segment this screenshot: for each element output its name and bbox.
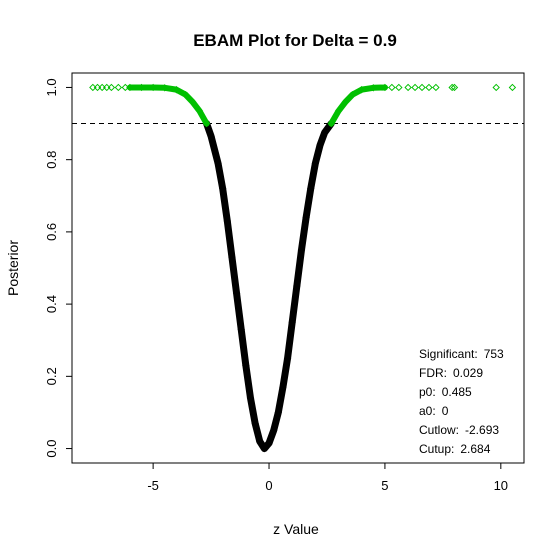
annotation-label: Significant: — [419, 347, 478, 361]
data-point — [320, 128, 329, 137]
posterior-curve — [126, 84, 388, 453]
data-point — [269, 426, 278, 435]
data-point — [450, 83, 459, 92]
y-axis: 0.0 0.2 0.4 0.6 0.8 1.0 — [44, 78, 72, 458]
data-point — [207, 132, 215, 140]
data-point — [316, 141, 324, 149]
data-point — [348, 90, 357, 99]
non-significant-band — [203, 120, 335, 453]
y-tick-label: 0.0 — [44, 440, 59, 458]
y-tick-label: 0.8 — [44, 151, 59, 169]
annotation-value: 0.029 — [453, 366, 483, 380]
data-point — [283, 354, 292, 362]
annotation-label: a0: — [419, 404, 436, 418]
data-point — [161, 84, 169, 92]
annotation-value: -2.693 — [465, 423, 499, 437]
annotation-value: 753 — [484, 347, 504, 361]
chart-title: EBAM Plot for Delta = 0.9 — [193, 31, 397, 50]
data-point — [242, 361, 250, 370]
data-point — [274, 408, 283, 417]
data-point — [425, 83, 433, 92]
annotation-value: 2.684 — [460, 442, 490, 456]
data-point — [302, 213, 310, 222]
data-point — [214, 159, 222, 167]
annotation-label: Cutup: — [419, 442, 454, 456]
data-point — [223, 217, 232, 225]
data-point — [149, 83, 157, 92]
annotation-line: p0: 0.485 — [419, 385, 472, 399]
x-axis-label: z Value — [273, 521, 319, 537]
data-point — [358, 85, 366, 94]
data-point — [327, 119, 335, 128]
data-point — [237, 325, 245, 334]
data-point — [137, 83, 146, 92]
significant-band-right — [328, 84, 388, 127]
y-axis-label: Posterior — [5, 240, 21, 296]
data-point — [341, 98, 350, 106]
data-point — [432, 83, 440, 92]
data-point — [126, 83, 134, 92]
data-point — [256, 437, 264, 446]
y-tick-label: 0.2 — [44, 367, 59, 385]
y-tick-label: 0.4 — [44, 295, 59, 313]
data-point — [218, 184, 227, 193]
data-point — [381, 83, 389, 92]
data-point — [107, 83, 116, 92]
data-point — [172, 85, 181, 94]
significant-band-left — [126, 84, 210, 127]
summary-annotations: Significant: 753 FDR: 0.029 p0: 0.485 a0: 0 Cutl… — [419, 347, 504, 456]
annotation-value: 0.485 — [442, 385, 472, 399]
x-tick-label: -5 — [147, 478, 159, 493]
annotation-value: 0 — [442, 404, 449, 418]
data-point — [293, 282, 301, 290]
x-tick-label: 0 — [265, 478, 272, 493]
x-tick-label: 5 — [381, 478, 388, 493]
annotation-label: Cutlow: — [419, 423, 459, 437]
annotation-label: FDR: — [419, 366, 447, 380]
data-point — [508, 83, 517, 92]
x-axis: -5 0 5 10 — [147, 463, 508, 493]
data-point — [418, 83, 426, 92]
data-point — [307, 184, 315, 193]
y-tick-label: 0.6 — [44, 223, 59, 241]
y-tick-label: 1.0 — [44, 78, 59, 96]
data-point — [395, 83, 403, 92]
data-point — [228, 253, 236, 261]
data-point — [369, 84, 378, 92]
data-point — [448, 83, 456, 92]
data-point — [411, 83, 419, 92]
x-tick-label: 10 — [494, 478, 508, 493]
data-point — [297, 246, 306, 254]
annotation-line: Significant: 753 — [419, 347, 504, 361]
annotation-line: Cutup: 2.684 — [419, 442, 491, 456]
annotation-line: Cutlow: -2.693 — [419, 423, 499, 437]
data-point — [202, 119, 211, 128]
data-point — [388, 83, 396, 92]
plot-border — [71, 72, 525, 464]
data-point — [265, 439, 273, 447]
data-point — [246, 394, 255, 402]
data-point — [260, 444, 269, 453]
data-point — [334, 107, 343, 115]
data-point — [114, 83, 123, 92]
annotation-line: FDR: 0.029 — [419, 366, 483, 380]
data-point — [195, 107, 204, 115]
data-point — [311, 159, 320, 167]
data-point — [181, 90, 190, 99]
data-point — [232, 289, 241, 297]
data-point — [492, 83, 500, 92]
posterior-points — [89, 83, 517, 453]
data-point — [251, 419, 259, 427]
annotation-line: a0: 0 — [419, 404, 449, 418]
data-point — [288, 318, 296, 326]
data-point — [279, 383, 287, 391]
annotation-label: p0: — [419, 385, 436, 399]
data-point — [404, 83, 412, 92]
data-point — [188, 98, 197, 106]
